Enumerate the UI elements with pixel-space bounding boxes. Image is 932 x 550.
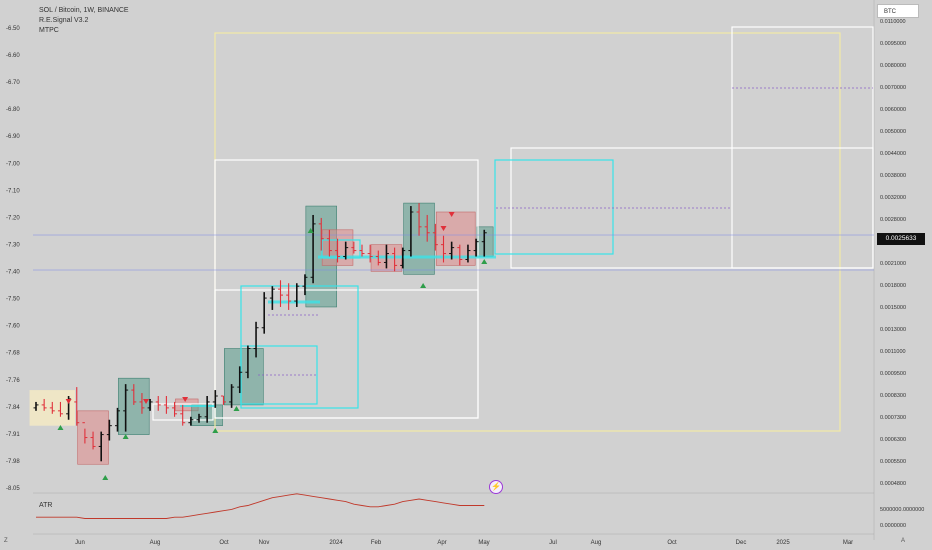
time-tick-label: 2024 <box>329 540 343 546</box>
right-tick-label: 0.0015000 <box>880 305 906 311</box>
left-tick-label: -7.10 <box>6 188 20 194</box>
symbol-title[interactable]: SOL / Bitcoin, 1W, BINANCE <box>39 7 129 14</box>
atr-indicator-label[interactable]: ATR <box>39 502 53 509</box>
time-tick-label: May <box>478 540 489 546</box>
right-tick-label: 0.0044000 <box>880 151 906 157</box>
right-tick-label: 0.0011000 <box>880 349 906 355</box>
time-tick-label: Mar <box>843 540 853 546</box>
buy-signal-arrow-icon <box>420 283 427 288</box>
right-tick-label: 0.0007300 <box>880 415 906 421</box>
right-tick-label: 0.0050000 <box>880 129 906 135</box>
atr-tick-label: 5000000.0000000 <box>880 507 924 513</box>
buy-signal-arrow-icon <box>57 425 64 430</box>
cyan-frame <box>494 159 614 255</box>
left-tick-label: -6.60 <box>6 53 20 59</box>
buy-signal-arrow-icon <box>233 406 240 411</box>
right-tick-label: 0.0013000 <box>880 327 906 333</box>
left-tick-label: -8.05 <box>6 486 20 492</box>
atr-line <box>36 493 485 519</box>
time-tick-label: Aug <box>150 540 161 546</box>
left-tick-label: -6.50 <box>6 26 20 32</box>
lightning-icon[interactable]: ⚡ <box>489 480 503 494</box>
left-tick-label: -6.90 <box>6 134 20 140</box>
left-tick-label: -7.00 <box>6 161 20 167</box>
time-tick-label: Dec <box>736 540 747 546</box>
white-frame <box>731 26 874 269</box>
bull-zone-box <box>476 226 494 257</box>
right-tick-label: 0.0005500 <box>880 459 906 465</box>
time-tick-label: Feb <box>371 540 382 546</box>
left-tick-label: -6.80 <box>6 107 20 113</box>
sell-signal-arrow-icon <box>448 212 455 217</box>
signal-boxes <box>29 26 874 465</box>
time-tick-label: Jul <box>549 540 557 546</box>
atr-pane <box>33 492 874 535</box>
time-tick-label: 2025 <box>776 540 790 546</box>
right-tick-label: 0.0008300 <box>880 393 906 399</box>
left-tick-label: -7.40 <box>6 270 20 276</box>
left-tick-label: -7.30 <box>6 242 20 248</box>
right-tick-label: 0.0006300 <box>880 437 906 443</box>
bull-zone-box <box>224 348 264 406</box>
right-tick-label: 0.0009500 <box>880 371 906 377</box>
atr-tick-label: 0.0000000 <box>880 523 906 529</box>
buy-signal-arrow-icon <box>481 259 488 264</box>
current-price-label: 0.0025633 <box>877 233 925 245</box>
left-tick-label: -7.76 <box>6 378 20 384</box>
right-tick-label: 0.0021000 <box>880 261 906 267</box>
buy-signal-arrow-icon <box>307 228 314 233</box>
left-axis-background <box>0 0 33 540</box>
right-tick-label: 0.0070000 <box>880 85 906 91</box>
right-tick-label: 0.0028000 <box>880 217 906 223</box>
right-tick-label: 0.0032000 <box>880 195 906 201</box>
right-tick-label: 0.0018000 <box>880 283 906 289</box>
sell-signal-arrow-icon <box>65 399 72 404</box>
buy-signal-arrow-icon <box>102 475 109 480</box>
auto-scale-toggle[interactable]: A <box>901 538 906 544</box>
chart-legend: SOL / Bitcoin, 1W, BINANCE R.E.Signal V3… <box>39 6 129 36</box>
time-tick-label: Oct <box>219 540 229 546</box>
right-tick-label: 0.0080000 <box>880 63 906 69</box>
price-bars <box>33 203 487 462</box>
right-tick-label: 0.0004800 <box>880 481 906 487</box>
right-price-axis[interactable]: 0.0110000 0.0095000 0.0080000 0.0070000 0.00… <box>873 0 924 540</box>
left-tick-label: -7.91 <box>6 432 20 438</box>
sell-signal-arrow-icon <box>440 226 447 231</box>
right-tick-label: 0.0038000 <box>880 173 906 179</box>
cyan-frame <box>240 345 318 405</box>
currency-selector-button[interactable]: BTC <box>877 4 919 18</box>
left-tick-label: -7.68 <box>6 351 20 357</box>
right-tick-label: 0.0095000 <box>880 41 906 47</box>
left-tick-label: -7.98 <box>6 459 20 465</box>
right-tick-label: 0.0060000 <box>880 107 906 113</box>
time-tick-label: Oct <box>667 540 677 546</box>
signal-markers <box>57 212 488 480</box>
time-tick-label: Nov <box>259 540 270 546</box>
indicator-mtpc[interactable]: MTPC <box>39 27 59 34</box>
time-axis[interactable]: Jun Aug Oct Nov 2024 Feb Apr May Jul Aug Oct Dec 202… <box>75 540 853 546</box>
left-tick-label: -7.20 <box>6 215 20 221</box>
left-tick-label: -7.60 <box>6 324 20 330</box>
sell-signal-arrow-icon <box>182 397 189 402</box>
indicator-resignal[interactable]: R.E.Signal V3.2 <box>39 17 89 24</box>
timezone-toggle[interactable]: Z <box>4 538 8 544</box>
time-tick-label: Apr <box>437 540 446 546</box>
sell-signal-arrow-icon <box>143 399 150 404</box>
buy-signal-arrow-icon <box>212 428 219 433</box>
time-tick-label: Jun <box>75 540 85 546</box>
left-tick-label: -7.84 <box>6 405 20 411</box>
white-frame <box>214 289 479 419</box>
right-tick-label: 0.0110000 <box>880 19 906 25</box>
left-tick-label: -7.50 <box>6 297 20 303</box>
left-tick-label: -6.70 <box>6 80 20 86</box>
left-price-axis[interactable]: -6.50 -6.60 -6.70 -6.80 -6.90 -7.00 -7.10 -7.20… <box>0 0 33 540</box>
buy-signal-arrow-icon <box>122 434 129 439</box>
time-tick-label: Aug <box>591 540 602 546</box>
